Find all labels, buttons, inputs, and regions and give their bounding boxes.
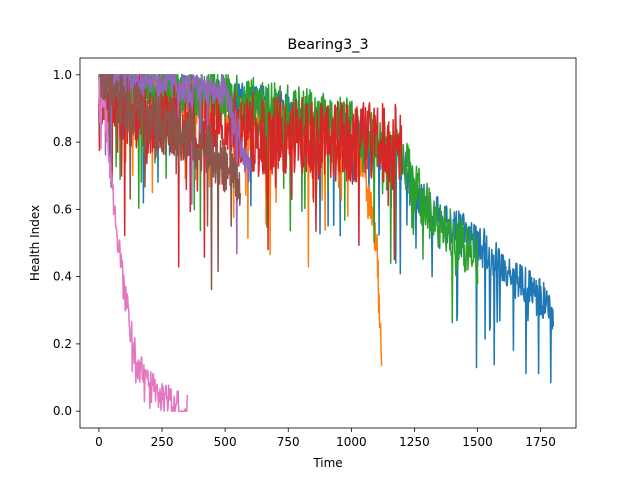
series-layer: [98, 74, 555, 412]
x-tick-label: 0: [95, 435, 103, 449]
series-line-5: [98, 74, 252, 255]
y-tick-label: 1.0: [53, 68, 72, 82]
y-tick-label: 0.4: [53, 270, 72, 284]
x-tick-label: 1750: [525, 435, 556, 449]
y-axis-label: Health Index: [28, 205, 42, 281]
y-tick-label: 0.0: [53, 404, 72, 418]
x-tick-label: 750: [277, 435, 300, 449]
y-axis-ticks: 0.0 0.2 0.4 0.6 0.8 1.0: [53, 68, 80, 418]
y-tick-label: 0.2: [53, 337, 72, 351]
x-tick-label: 500: [214, 435, 237, 449]
x-tick-label: 1250: [399, 435, 430, 449]
chart-title: Bearing3_3: [287, 37, 368, 53]
y-tick-label: 0.8: [53, 135, 72, 149]
x-axis-ticks: 0 250 500 750 1000 1250 1500 1750: [95, 428, 556, 449]
series-line-3: [98, 74, 479, 324]
y-tick-label: 0.6: [53, 202, 72, 216]
series-line-6: [98, 74, 242, 291]
x-axis-label: Time: [312, 456, 342, 470]
x-tick-label: 250: [151, 435, 174, 449]
plot-frame: [79, 57, 577, 429]
x-tick-label: 1000: [336, 435, 367, 449]
series-line-7: [98, 77, 189, 412]
x-tick-label: 1500: [462, 435, 493, 449]
